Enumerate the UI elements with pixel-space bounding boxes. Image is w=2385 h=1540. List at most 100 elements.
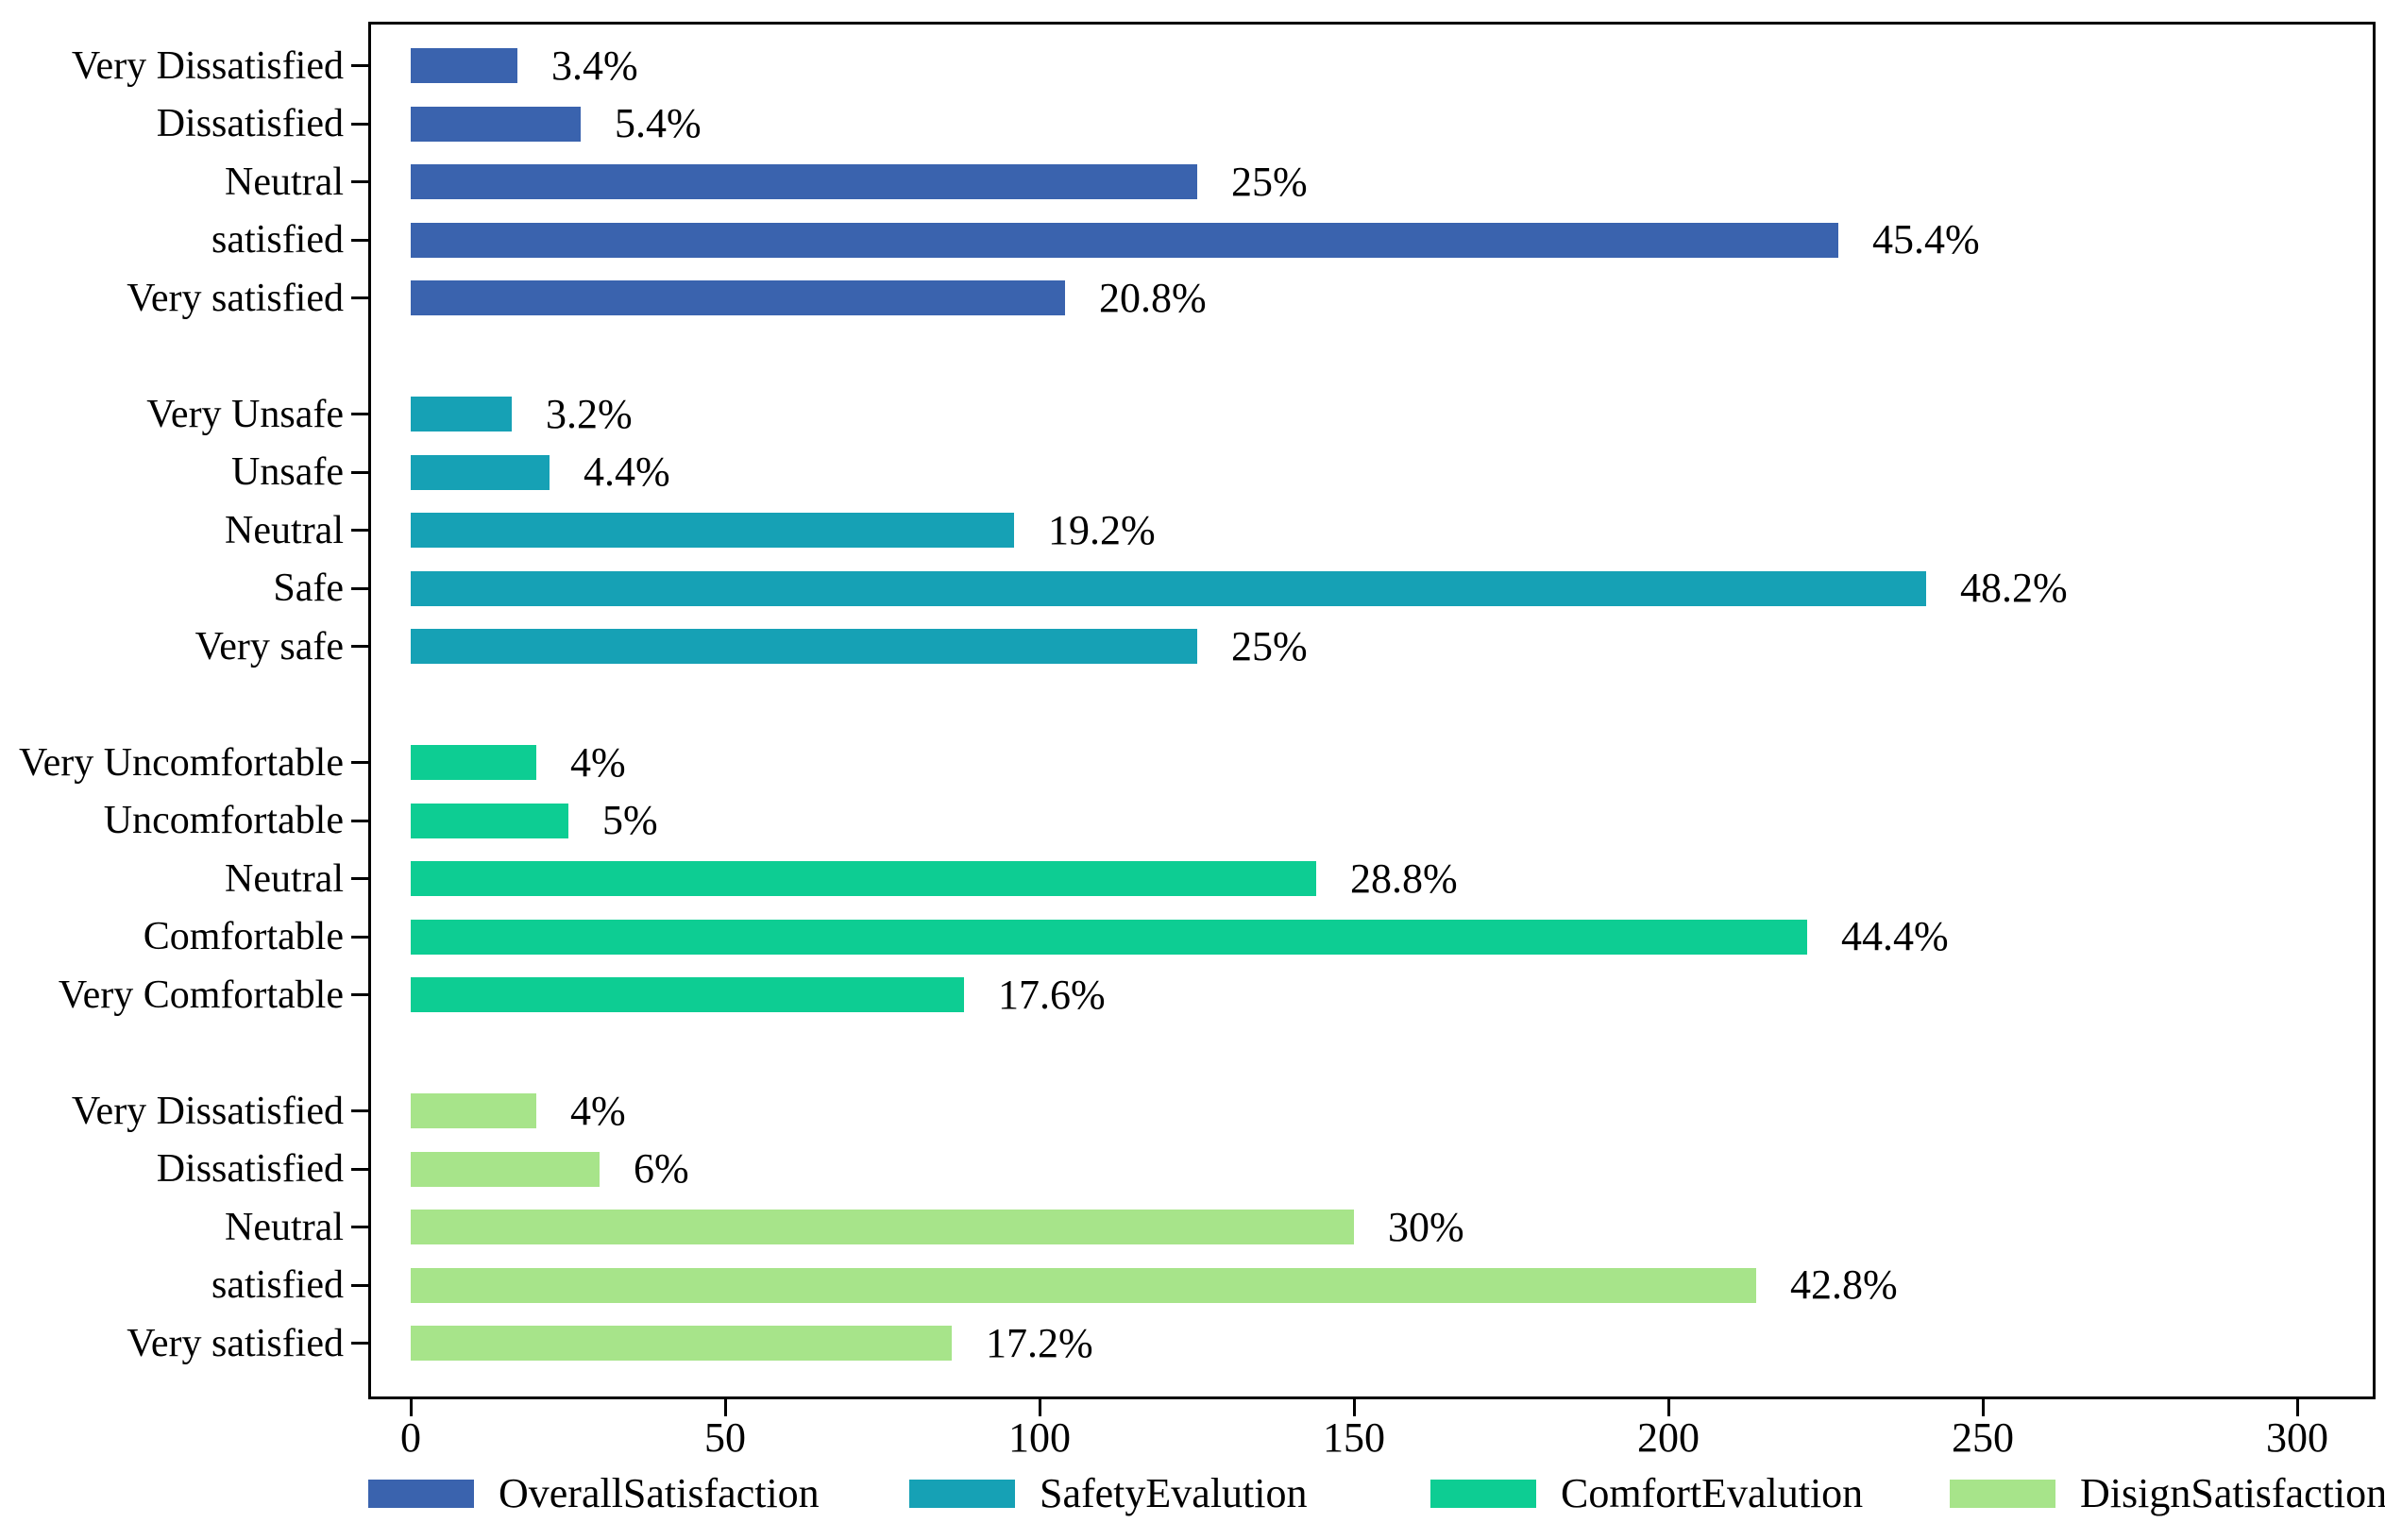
x-tick-label: 250 (1952, 1414, 2014, 1461)
y-axis-label: Unsafe (231, 450, 344, 494)
x-tick-label: 200 (1637, 1414, 1700, 1461)
bar-value-label: 30% (1388, 1204, 1464, 1250)
legend-entry-DisignSatisfaction: DisignSatisfaction (1950, 1470, 2385, 1516)
bar-value-label: 17.2% (986, 1320, 1093, 1366)
x-tick (1353, 1399, 1356, 1416)
bar-value-label: 5.4% (615, 100, 702, 146)
bar-ComfortEvalution-0 (411, 745, 536, 780)
bar-value-label: 44.4% (1841, 913, 1949, 959)
y-axis-label: Very satisfied (127, 277, 344, 320)
y-axis-label: satisfied (211, 218, 344, 262)
y-axis-label: Very Uncomfortable (18, 741, 344, 785)
y-axis-label: Neutral (225, 509, 344, 552)
legend-label: ComfortEvalution (1561, 1470, 1864, 1516)
y-axis-label: Very Dissatisfied (71, 44, 344, 88)
x-tick-label: 300 (2266, 1414, 2328, 1461)
bar-value-label: 3.2% (546, 391, 633, 437)
y-axis-label: Very Comfortable (58, 973, 344, 1017)
bar-SafetyEvalution-1 (411, 455, 550, 490)
y-tick (351, 993, 368, 996)
y-axis-label: Neutral (225, 1206, 344, 1249)
legend-swatch (1950, 1480, 2055, 1508)
y-tick (351, 1342, 368, 1345)
y-axis-label: Safe (273, 567, 344, 610)
bar-SafetyEvalution-2 (411, 513, 1014, 548)
bar-DisignSatisfaction-0 (411, 1093, 536, 1128)
y-tick (351, 296, 368, 299)
y-tick (351, 64, 368, 67)
bar-value-label: 45.4% (1872, 216, 1980, 262)
bar-value-label: 6% (634, 1145, 689, 1192)
y-tick (351, 413, 368, 415)
bar-value-label: 25% (1231, 623, 1308, 669)
legend-label: SafetyEvalution (1040, 1470, 1308, 1516)
legend-entry-ComfortEvalution: ComfortEvalution (1430, 1470, 1864, 1516)
y-tick (351, 761, 368, 764)
bar-ComfortEvalution-1 (411, 804, 568, 838)
bar-OverallSatisfaction-3 (411, 223, 1838, 258)
bar-SafetyEvalution-4 (411, 629, 1197, 664)
bar-SafetyEvalution-3 (411, 571, 1926, 606)
y-axis-label: Very satisfied (127, 1322, 344, 1365)
y-axis-label: satisfied (211, 1263, 344, 1307)
bar-value-label: 17.6% (998, 972, 1106, 1018)
y-axis-label: Very Unsafe (146, 393, 344, 436)
bar-ComfortEvalution-4 (411, 977, 964, 1012)
y-axis-label: Dissatisfied (156, 1147, 344, 1191)
bar-value-label: 25% (1231, 159, 1308, 205)
legend-swatch (1430, 1480, 1536, 1508)
y-tick (351, 1284, 368, 1287)
x-tick (2296, 1399, 2299, 1416)
y-tick (351, 936, 368, 939)
y-axis-label: Neutral (225, 161, 344, 204)
y-axis-label: Very safe (195, 625, 344, 668)
bar-value-label: 20.8% (1099, 275, 1207, 321)
bar-DisignSatisfaction-2 (411, 1210, 1354, 1244)
legend-swatch (909, 1480, 1015, 1508)
bar-value-label: 42.8% (1790, 1261, 1898, 1308)
x-tick-label: 0 (400, 1414, 421, 1461)
y-tick (351, 471, 368, 474)
y-tick (351, 1226, 368, 1228)
y-tick (351, 877, 368, 880)
y-tick (351, 820, 368, 822)
y-axis-label: Comfortable (143, 915, 344, 958)
bar-ComfortEvalution-2 (411, 861, 1316, 896)
x-tick (724, 1399, 727, 1416)
bar-OverallSatisfaction-0 (411, 48, 517, 83)
legend-entry-SafetyEvalution: SafetyEvalution (909, 1470, 1308, 1516)
y-tick (351, 180, 368, 183)
bar-value-label: 28.8% (1350, 855, 1458, 902)
bar-DisignSatisfaction-1 (411, 1152, 600, 1187)
y-axis-label: Dissatisfied (156, 102, 344, 145)
y-tick (351, 645, 368, 648)
bar-OverallSatisfaction-4 (411, 280, 1065, 315)
bar-ComfortEvalution-3 (411, 920, 1807, 955)
bar-value-label: 4% (570, 1088, 626, 1134)
y-axis-label: Neutral (225, 857, 344, 901)
bar-value-label: 4% (570, 739, 626, 786)
legend-label: DisignSatisfaction (2080, 1470, 2385, 1516)
x-tick-label: 100 (1008, 1414, 1071, 1461)
x-tick-label: 50 (704, 1414, 746, 1461)
y-tick (351, 123, 368, 126)
y-tick (351, 239, 368, 242)
x-tick (410, 1399, 413, 1416)
y-tick (351, 587, 368, 590)
legend-swatch (368, 1480, 474, 1508)
bar-value-label: 19.2% (1048, 507, 1156, 553)
bar-value-label: 3.4% (551, 42, 638, 89)
bar-DisignSatisfaction-3 (411, 1268, 1756, 1303)
y-tick (351, 1109, 368, 1112)
y-tick (351, 529, 368, 532)
bar-OverallSatisfaction-1 (411, 107, 581, 142)
bar-SafetyEvalution-0 (411, 397, 512, 432)
y-tick (351, 1168, 368, 1171)
y-axis-label: Uncomfortable (103, 799, 344, 842)
bar-value-label: 5% (602, 797, 658, 843)
bar-OverallSatisfaction-2 (411, 164, 1197, 199)
x-tick-label: 150 (1323, 1414, 1385, 1461)
x-tick (1667, 1399, 1670, 1416)
bar-DisignSatisfaction-4 (411, 1326, 952, 1361)
